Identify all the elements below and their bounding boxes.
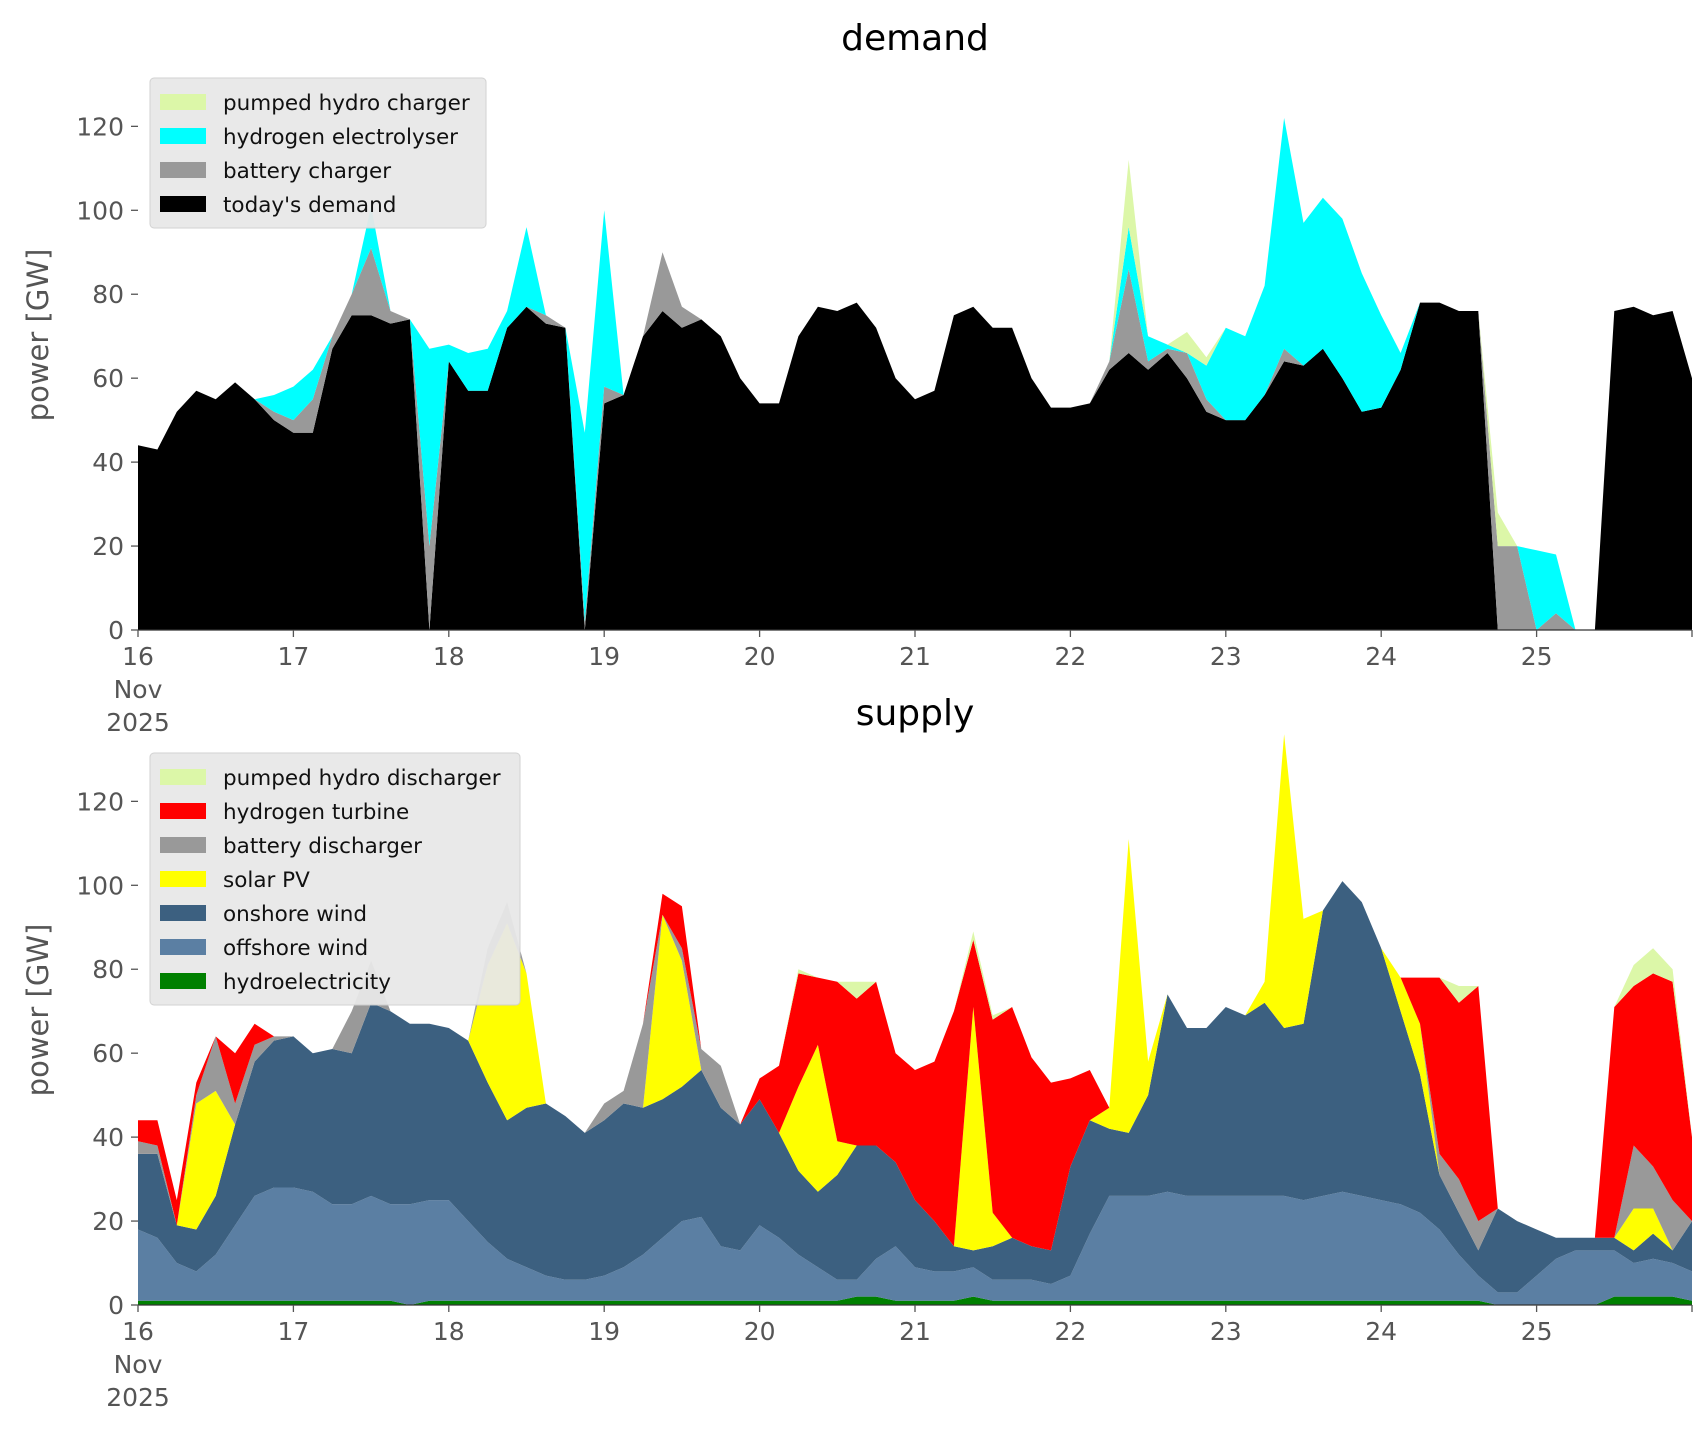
- legend-label-hydrogen-turbine: hydrogen turbine: [223, 800, 409, 825]
- legend-swatch-pumped-hydro-discharger: [160, 769, 206, 785]
- supply-x-tick-label: 23: [1210, 1317, 1242, 1346]
- supply-y-tick-label: 80: [92, 955, 124, 984]
- demand-x-tick-label: 18: [433, 642, 465, 671]
- supply-x-tick-label: 16: [122, 1317, 154, 1346]
- demand-y-tick-label: 100: [76, 196, 124, 225]
- demand-y-axis-label: power [GW]: [21, 249, 55, 422]
- legend-swatch-onshore-wind: [160, 905, 206, 921]
- legend-label-hydrogen-electrolyser: hydrogen electrolyser: [223, 125, 458, 150]
- demand-axes: 0 20 40 60 80 100 120 16 Nov 2025 17 18 19 20 21 22 23 24…: [76, 112, 1693, 737]
- supply-panel: supply power [GW] 0 20 40 60 80 100 120 16 Nov 20…: [21, 693, 1693, 1412]
- demand-y-tick-label: 0: [108, 616, 124, 645]
- supply-x-tick-label: 24: [1365, 1317, 1397, 1346]
- supply-y-tick-label: 120: [76, 787, 124, 816]
- demand-x-tick-label: 23: [1210, 642, 1242, 671]
- legend-label-battery-charger: battery charger: [223, 159, 391, 184]
- legend-swatch-hydrogen-electrolyser: [160, 128, 206, 144]
- demand-areas: [138, 118, 1692, 630]
- legend-label-today-s-demand: today's demand: [223, 193, 396, 218]
- legend-swatch-offshore-wind: [160, 939, 206, 955]
- demand-area-today-s-demand: [138, 302, 1692, 630]
- supply-y-tick-label: 60: [92, 1039, 124, 1068]
- supply-area-hydrogen-turbine: [138, 734, 1692, 1251]
- legend-label-onshore-wind: onshore wind: [223, 902, 367, 927]
- supply-x-tick-label: 17: [277, 1317, 309, 1346]
- supply-y-axis-label: power [GW]: [21, 924, 55, 1097]
- demand-x-tick-label: 17: [277, 642, 309, 671]
- supply-x-tick-label: 2025: [106, 1383, 170, 1412]
- demand-x-tick-label: 24: [1365, 642, 1397, 671]
- legend-label-offshore-wind: offshore wind: [223, 936, 368, 961]
- demand-x-tick-label: 16: [122, 642, 154, 671]
- supply-area-offshore-wind: [138, 1187, 1692, 1305]
- demand-x-tick-label: 25: [1521, 642, 1553, 671]
- legend-swatch-today-s-demand: [160, 196, 206, 212]
- supply-title: supply: [856, 693, 975, 734]
- supply-x-tick-label: Nov: [114, 1350, 163, 1379]
- demand-x-tick-label: 21: [899, 642, 931, 671]
- demand-x-tick-label: 19: [588, 642, 620, 671]
- supply-x-tick-label: 20: [744, 1317, 776, 1346]
- demand-x-tick-label: 2025: [106, 708, 170, 737]
- supply-y-tick-label: 20: [92, 1207, 124, 1236]
- demand-x-tick-label: Nov: [114, 675, 163, 704]
- demand-x-tick-label: 20: [744, 642, 776, 671]
- legend-label-battery-discharger: battery discharger: [223, 834, 422, 859]
- legend-label-pumped-hydro-discharger: pumped hydro discharger: [223, 766, 501, 791]
- supply-y-tick-label: 0: [108, 1291, 124, 1320]
- demand-y-tick-label: 20: [92, 532, 124, 561]
- supply-axes: 0 20 40 60 80 100 120 16 Nov 2025 17 18 19 20 21 22 23 24…: [76, 787, 1693, 1412]
- legend-swatch-hydroelectricity: [160, 973, 206, 989]
- demand-legend: pumped hydro charger hydrogen electrolyse…: [149, 77, 487, 229]
- supply-x-tick-label: 25: [1521, 1317, 1553, 1346]
- supply-x-tick-label: 22: [1054, 1317, 1086, 1346]
- demand-y-tick-label: 120: [76, 112, 124, 141]
- supply-area-onshore-wind: [138, 881, 1692, 1293]
- demand-y-tick-label: 40: [92, 448, 124, 477]
- legend-label-solar-pv: solar PV: [223, 868, 310, 893]
- supply-legend-box: [149, 752, 521, 1006]
- demand-y-tick-label: 80: [92, 280, 124, 309]
- demand-panel: demand power [GW] 0 20 40 60 80 100 120 16 Nov 20…: [21, 18, 1693, 737]
- supply-legend: pumped hydro discharger hydrogen turbine b…: [149, 752, 521, 1006]
- legend-swatch-battery-discharger: [160, 837, 206, 853]
- supply-areas: [138, 734, 1692, 1305]
- legend-swatch-solar-pv: [160, 871, 206, 887]
- demand-legend-box: [149, 77, 487, 229]
- legend-label-hydroelectricity: hydroelectricity: [223, 970, 391, 995]
- legend-label-pumped-hydro-charger: pumped hydro charger: [223, 91, 470, 116]
- legend-swatch-battery-charger: [160, 162, 206, 178]
- supply-x-tick-label: 19: [588, 1317, 620, 1346]
- demand-y-tick-label: 60: [92, 364, 124, 393]
- supply-y-tick-label: 40: [92, 1123, 124, 1152]
- demand-area-hydrogen-electrolyser: [138, 118, 1692, 630]
- legend-swatch-hydrogen-turbine: [160, 803, 206, 819]
- demand-title: demand: [841, 18, 989, 59]
- demand-x-tick-label: 22: [1054, 642, 1086, 671]
- supply-x-tick-label: 21: [899, 1317, 931, 1346]
- supply-x-tick-label: 18: [433, 1317, 465, 1346]
- supply-y-tick-label: 100: [76, 871, 124, 900]
- legend-swatch-pumped-hydro-charger: [160, 94, 206, 110]
